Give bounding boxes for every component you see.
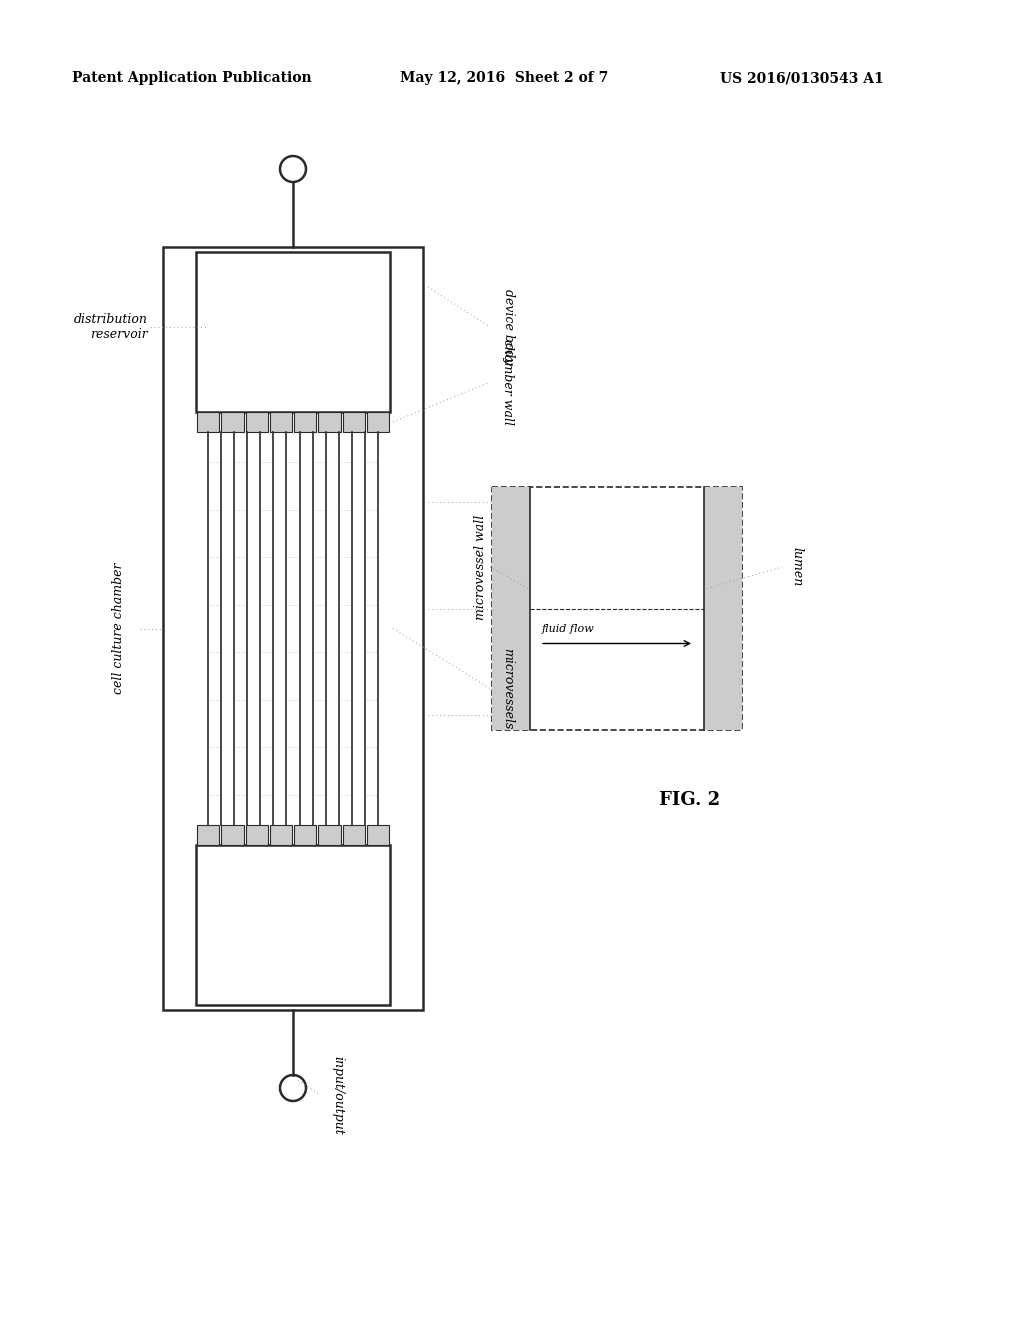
Text: fluid flow: fluid flow [542,624,595,635]
Bar [269,825,292,845]
Text: chamber wall: chamber wall [502,339,514,425]
Text: cell culture chamber: cell culture chamber [112,562,125,694]
Bar [318,412,341,432]
Text: US 2016/0130543 A1: US 2016/0130543 A1 [720,71,884,84]
Circle shape [280,1074,306,1101]
Bar [163,247,423,1010]
Text: device body: device body [502,289,514,364]
Bar [367,825,389,845]
Text: microvessel wall: microvessel wall [474,515,487,619]
Text: microvessels: microvessels [502,648,514,729]
Bar [269,412,292,432]
Bar [197,412,219,432]
Bar [492,487,530,730]
Bar [221,825,244,845]
Bar [367,412,389,432]
Text: FIG. 2: FIG. 2 [659,791,721,809]
Text: May 12, 2016  Sheet 2 of 7: May 12, 2016 Sheet 2 of 7 [400,71,608,84]
Circle shape [280,156,306,182]
Bar [294,825,316,845]
Text: distribution
reservoir: distribution reservoir [74,313,148,341]
Bar [197,825,219,845]
Bar [705,487,742,730]
Bar [342,412,365,432]
Text: Patent Application Publication: Patent Application Publication [72,71,311,84]
Bar [294,412,316,432]
Bar [196,252,390,412]
Bar [196,845,390,1005]
Bar [246,825,267,845]
Bar [492,487,742,730]
Bar [246,412,267,432]
Text: input/output: input/output [332,1056,344,1134]
Bar [342,825,365,845]
Text: lumen: lumen [791,548,804,586]
Bar [318,825,341,845]
Bar [221,412,244,432]
